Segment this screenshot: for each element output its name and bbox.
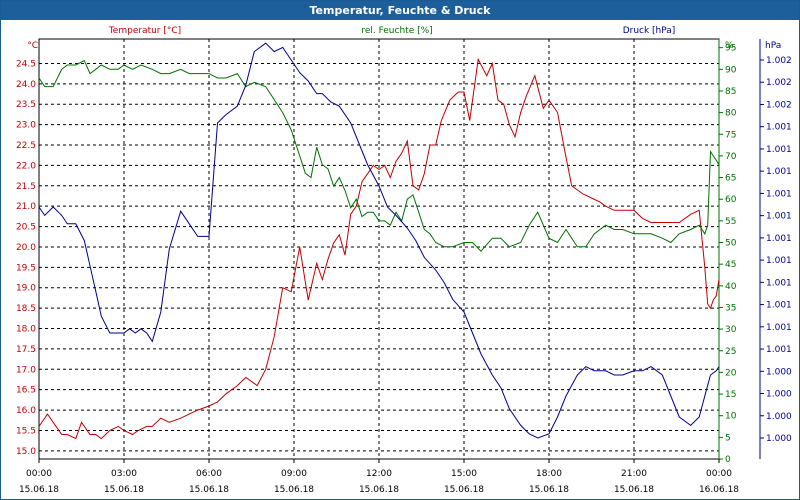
- humidity-axis-label: rel. Feuchte [%]: [361, 26, 432, 36]
- pressure-tick-label: 1.000: [766, 412, 792, 422]
- humidity-tick-label: 35: [725, 303, 736, 313]
- humidity-tick-label: 60: [725, 195, 737, 205]
- humidity-tick-label: 70: [725, 152, 737, 162]
- humidity-tick-label: 85: [725, 87, 736, 97]
- temperature-series-line: [38, 57, 720, 440]
- humidity-tick-label: 95: [725, 44, 736, 54]
- x-tick-label-date: 15.06.18: [104, 485, 144, 495]
- temperature-tick-label: 23.0: [16, 121, 36, 131]
- temperature-tick-label: 15.0: [16, 447, 36, 457]
- x-tick-label-date: 15.06.18: [19, 485, 59, 495]
- humidity-tick-label: 40: [725, 282, 737, 292]
- x-tick-label-time: 03:00: [111, 469, 137, 479]
- pressure-tick-label: 1.001: [766, 189, 792, 199]
- humidity-tick-label: 55: [725, 217, 736, 227]
- x-tick-label-time: 18:00: [536, 469, 562, 479]
- humidity-tick-label: 80: [725, 109, 737, 119]
- humidity-tick-label: 65: [725, 174, 736, 184]
- pressure-tick-label: 1.001: [766, 212, 792, 222]
- humidity-tick-label: 0: [725, 455, 731, 465]
- temperature-tick-label: 22.0: [16, 161, 36, 171]
- pressure-axis-label: Druck [hPa]: [623, 26, 676, 36]
- x-tick-label-time: 15:00: [451, 469, 477, 479]
- x-tick-label-date: 16.06.18: [699, 485, 739, 495]
- temperature-tick-label: 21.5: [16, 182, 36, 192]
- x-tick-label-time: 12:00: [366, 469, 392, 479]
- pressure-tick-label: 1.000: [766, 434, 792, 444]
- temperature-tick-label: 16.0: [16, 406, 36, 416]
- humidity-tick-label: 20: [725, 368, 737, 378]
- temperature-tick-label: 21.0: [16, 202, 36, 212]
- temperature-tick-label: 18.5: [16, 304, 36, 314]
- x-tick-label-date: 15.06.18: [444, 485, 484, 495]
- humidity-tick-label: 30: [725, 325, 737, 335]
- humidity-series-line: [38, 59, 720, 252]
- humidity-tick-label: 10: [725, 412, 737, 422]
- x-tick-label-date: 15.06.18: [274, 485, 314, 495]
- pressure-tick-label: 1.002: [766, 78, 792, 88]
- pressure-series-line: [38, 42, 720, 439]
- temperature-tick-label: 19.0: [16, 284, 36, 294]
- x-tick-label-time: 00:00: [706, 469, 732, 479]
- pressure-tick-label: 1.002: [766, 100, 792, 110]
- pressure-tick-label: 1.001: [766, 278, 792, 288]
- temperature-tick-label: 17.0: [16, 365, 36, 375]
- temperature-tick-label: 19.5: [16, 263, 36, 273]
- pressure-tick-label: 1.001: [766, 256, 792, 266]
- x-tick-label-time: 09:00: [281, 469, 307, 479]
- x-tick-label-time: 06:00: [196, 469, 222, 479]
- temperature-axis-label: Temperatur [°C]: [108, 26, 181, 36]
- humidity-tick-label: 90: [725, 65, 737, 75]
- temperature-tick-label: 20.0: [16, 243, 36, 253]
- pressure-tick-label: 1.000: [766, 367, 792, 377]
- humidity-tick-label: 5: [725, 433, 731, 443]
- pressure-tick-label: 1.001: [766, 234, 792, 244]
- pressure-tick-label: 1.001: [766, 301, 792, 311]
- chart-title: Temperatur, Feuchte & Druck: [1, 1, 799, 20]
- x-tick-label-time: 21:00: [621, 469, 647, 479]
- pressure-unit-label: hPa: [765, 41, 781, 51]
- pressure-tick-label: 1.001: [766, 345, 792, 355]
- humidity-tick-label: 25: [725, 347, 736, 357]
- x-tick-label-date: 15.06.18: [359, 485, 399, 495]
- temperature-tick-label: 15.5: [16, 426, 36, 436]
- humidity-tick-label: 75: [725, 130, 736, 140]
- temperature-unit-label: °C: [27, 41, 38, 51]
- temperature-tick-label: 24.0: [16, 80, 36, 90]
- humidity-unit-label: %: [725, 41, 734, 51]
- pressure-tick-label: 1.001: [766, 145, 792, 155]
- pressure-tick-label: 1.001: [766, 323, 792, 333]
- temperature-tick-label: 16.5: [16, 386, 36, 396]
- x-tick-label-date: 15.06.18: [614, 485, 654, 495]
- humidity-tick-label: 50: [725, 239, 737, 249]
- pressure-tick-label: 1.001: [766, 167, 792, 177]
- humidity-tick-label: 45: [725, 260, 736, 270]
- humidity-tick-label: 15: [725, 390, 736, 400]
- temperature-tick-label: 23.5: [16, 100, 36, 110]
- pressure-tick-label: 1.002: [766, 56, 792, 66]
- x-tick-label-date: 15.06.18: [529, 485, 569, 495]
- temperature-tick-label: 17.5: [16, 345, 36, 355]
- pressure-tick-label: 1.000: [766, 390, 792, 400]
- temperature-tick-label: 20.5: [16, 223, 36, 233]
- temperature-tick-label: 24.5: [16, 59, 36, 69]
- temperature-tick-label: 18.0: [16, 325, 36, 335]
- x-tick-label-date: 15.06.18: [189, 485, 229, 495]
- x-tick-label-time: 00:00: [26, 469, 52, 479]
- temperature-tick-label: 22.5: [16, 141, 36, 151]
- pressure-tick-label: 1.001: [766, 123, 792, 133]
